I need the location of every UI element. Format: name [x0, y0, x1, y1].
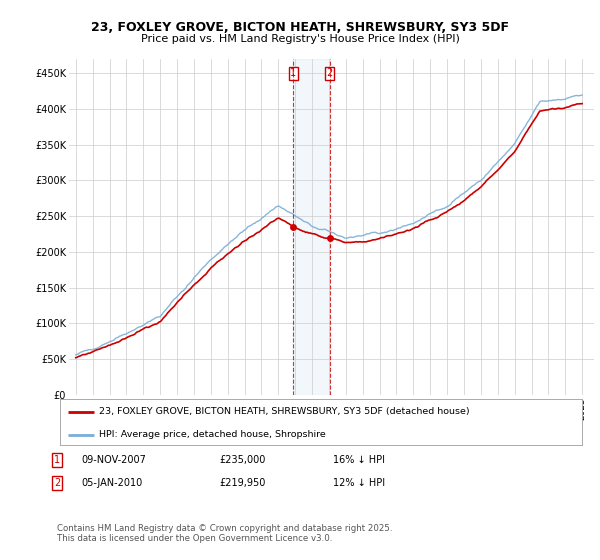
- Text: 23, FOXLEY GROVE, BICTON HEATH, SHREWSBURY, SY3 5DF (detached house): 23, FOXLEY GROVE, BICTON HEATH, SHREWSBU…: [99, 407, 470, 416]
- Text: Price paid vs. HM Land Registry's House Price Index (HPI): Price paid vs. HM Land Registry's House …: [140, 34, 460, 44]
- Text: 09-NOV-2007: 09-NOV-2007: [81, 455, 146, 465]
- Text: 2: 2: [326, 68, 333, 78]
- Text: HPI: Average price, detached house, Shropshire: HPI: Average price, detached house, Shro…: [99, 430, 326, 439]
- Text: 23, FOXLEY GROVE, BICTON HEATH, SHREWSBURY, SY3 5DF: 23, FOXLEY GROVE, BICTON HEATH, SHREWSBU…: [91, 21, 509, 34]
- Text: 05-JAN-2010: 05-JAN-2010: [81, 478, 142, 488]
- Text: Contains HM Land Registry data © Crown copyright and database right 2025.
This d: Contains HM Land Registry data © Crown c…: [57, 524, 392, 543]
- Text: £235,000: £235,000: [219, 455, 265, 465]
- Text: 1: 1: [290, 68, 296, 78]
- Text: 12% ↓ HPI: 12% ↓ HPI: [333, 478, 385, 488]
- Text: £219,950: £219,950: [219, 478, 265, 488]
- Bar: [293, 59, 329, 395]
- Text: 2: 2: [54, 478, 60, 488]
- Text: 16% ↓ HPI: 16% ↓ HPI: [333, 455, 385, 465]
- Text: 1: 1: [54, 455, 60, 465]
